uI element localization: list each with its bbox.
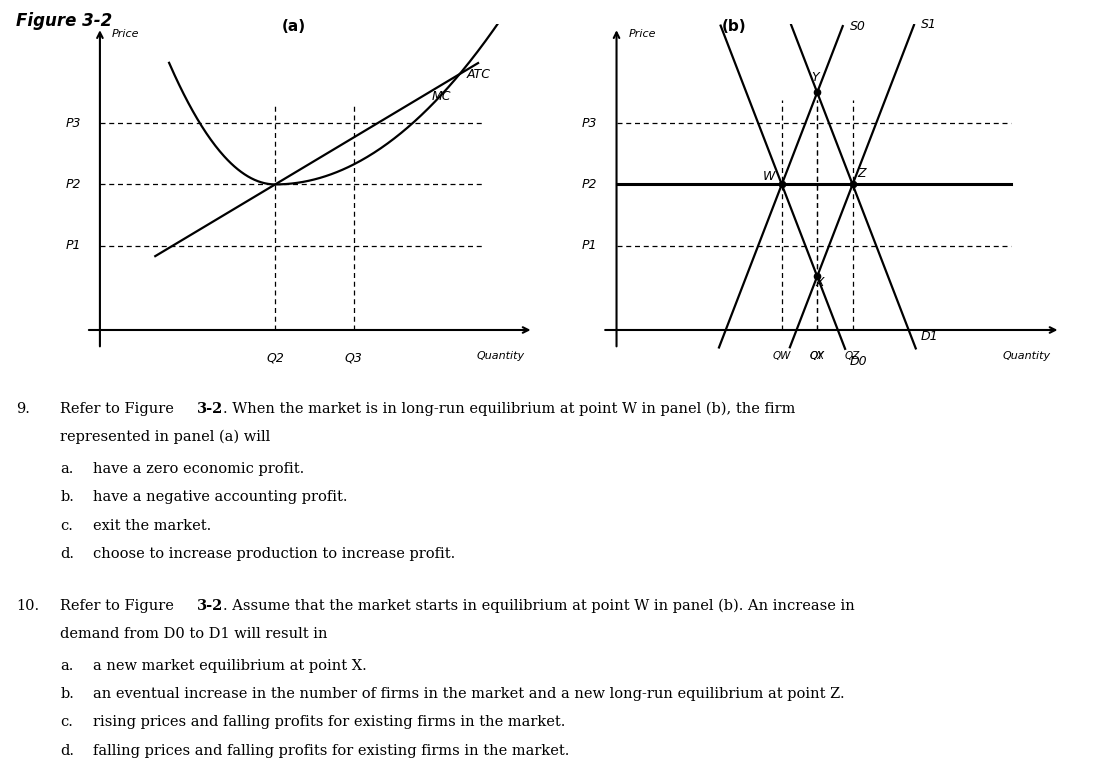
Text: P3: P3 [66, 117, 81, 129]
Text: Y: Y [811, 71, 819, 84]
Text: 3-2: 3-2 [198, 402, 224, 416]
Text: QW: QW [773, 351, 791, 361]
Text: (a): (a) [281, 19, 305, 34]
Text: demand from D0 to D1 will result in: demand from D0 to D1 will result in [60, 626, 328, 641]
Text: D0: D0 [850, 354, 867, 368]
Text: Price: Price [628, 29, 656, 39]
Text: Z: Z [856, 167, 865, 180]
Text: have a zero economic profit.: have a zero economic profit. [93, 463, 304, 476]
Text: (b): (b) [722, 19, 747, 34]
Text: MC: MC [432, 89, 451, 103]
Text: X: X [815, 276, 824, 289]
Text: QX: QX [809, 351, 825, 361]
Text: 9.: 9. [16, 402, 31, 416]
Text: a new market equilibrium at point X.: a new market equilibrium at point X. [93, 659, 367, 673]
Text: a.: a. [60, 463, 74, 476]
Text: 10.: 10. [16, 599, 40, 612]
Text: S1: S1 [921, 19, 937, 31]
Text: falling prices and falling profits for existing firms in the market.: falling prices and falling profits for e… [93, 743, 570, 757]
Text: Q2: Q2 [266, 351, 284, 364]
Text: Q3: Q3 [345, 351, 362, 364]
Text: P3: P3 [582, 117, 597, 129]
Text: rising prices and falling profits for existing firms in the market.: rising prices and falling profits for ex… [93, 715, 565, 729]
Text: QZ: QZ [845, 351, 860, 361]
Text: a.: a. [60, 659, 74, 673]
Text: . When the market is in long-run equilibrium at point W in panel (b), the firm: . When the market is in long-run equilib… [223, 402, 795, 416]
Text: ATC: ATC [467, 67, 491, 81]
Text: d.: d. [60, 547, 75, 561]
Text: Price: Price [112, 29, 139, 39]
Text: Refer to Figure: Refer to Figure [60, 599, 179, 612]
Text: QY: QY [810, 351, 825, 361]
Text: choose to increase production to increase profit.: choose to increase production to increas… [93, 547, 456, 561]
Text: Refer to Figure: Refer to Figure [60, 402, 179, 416]
Text: Quantity: Quantity [477, 351, 524, 361]
Text: b.: b. [60, 491, 75, 504]
Text: c.: c. [60, 715, 74, 729]
Text: W: W [762, 169, 775, 183]
Text: b.: b. [60, 687, 75, 701]
Text: exit the market.: exit the market. [93, 519, 212, 532]
Text: . Assume that the market starts in equilibrium at point W in panel (b). An incre: . Assume that the market starts in equil… [223, 599, 855, 613]
Text: 3-2: 3-2 [198, 599, 224, 612]
Text: d.: d. [60, 743, 75, 757]
Text: S0: S0 [850, 20, 865, 33]
Text: P1: P1 [582, 239, 597, 252]
Text: Quantity: Quantity [1002, 351, 1051, 361]
Text: have a negative accounting profit.: have a negative accounting profit. [93, 491, 348, 504]
Text: P2: P2 [582, 178, 597, 191]
Text: Figure 3-2: Figure 3-2 [16, 12, 113, 30]
Text: P2: P2 [66, 178, 81, 191]
Text: P1: P1 [66, 239, 81, 252]
Text: D1: D1 [920, 329, 938, 343]
Text: represented in panel (a) will: represented in panel (a) will [60, 430, 270, 445]
Text: an eventual increase in the number of firms in the market and a new long-run equ: an eventual increase in the number of fi… [93, 687, 845, 701]
Text: c.: c. [60, 519, 74, 532]
